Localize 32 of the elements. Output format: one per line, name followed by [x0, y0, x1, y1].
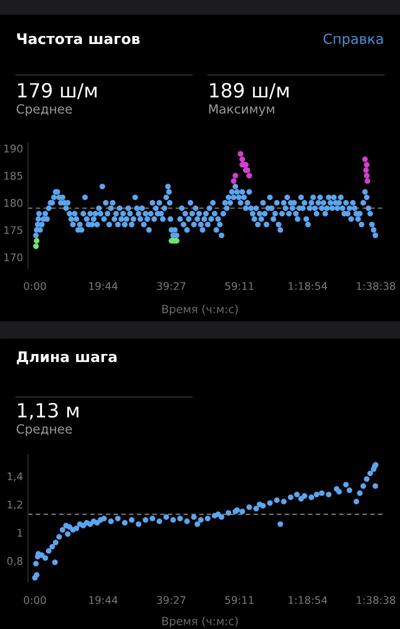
- chart-title: Частота шагов: [17, 33, 140, 44]
- x-tick-label: 59:11: [225, 282, 254, 290]
- y-tick-label: 175: [4, 226, 22, 234]
- y-tick-label: 1,2: [8, 500, 22, 510]
- x-axis-title: Время (ч:м:с): [162, 616, 238, 628]
- x-tick-label: 19:44: [89, 282, 118, 290]
- x-tick-label: 39:27: [157, 596, 186, 604]
- text: Среднее: [16, 424, 72, 436]
- text: 1,13 м: [18, 402, 78, 420]
- y-tick-label: 1,4: [8, 472, 23, 482]
- x-tick-label: 0:00: [24, 596, 46, 604]
- text: Максимум: [209, 104, 274, 116]
- text: Среднее: [16, 104, 72, 116]
- x-tick-label: 0:00: [24, 282, 46, 290]
- chart-title: Длина шага: [16, 351, 117, 364]
- x-tick-label: 1:38:38: [356, 596, 396, 604]
- x-tick-label: 59:11: [225, 596, 254, 604]
- x-tick-label: 1:18:54: [288, 282, 328, 290]
- y-tick-label: 170: [4, 253, 22, 262]
- y-tick-label: 1: [18, 528, 22, 537]
- text: Справка: [324, 34, 383, 47]
- x-tick-label: 19:44: [89, 596, 118, 604]
- y-tick-label: 190: [4, 144, 22, 153]
- y-tick-label: 180: [4, 199, 22, 207]
- text: 189 ш/м: [210, 82, 289, 100]
- x-tick-label: 39:27: [157, 282, 186, 290]
- y-tick-label: 0,8: [7, 557, 22, 566]
- y-tick-label: 185: [4, 172, 22, 180]
- x-tick-label: 1:38:38: [356, 282, 396, 290]
- x-tick-label: 1:18:54: [288, 596, 328, 604]
- x-axis-title: Время (ч:м:с): [162, 304, 238, 316]
- text: 179 ш/м: [18, 82, 97, 100]
